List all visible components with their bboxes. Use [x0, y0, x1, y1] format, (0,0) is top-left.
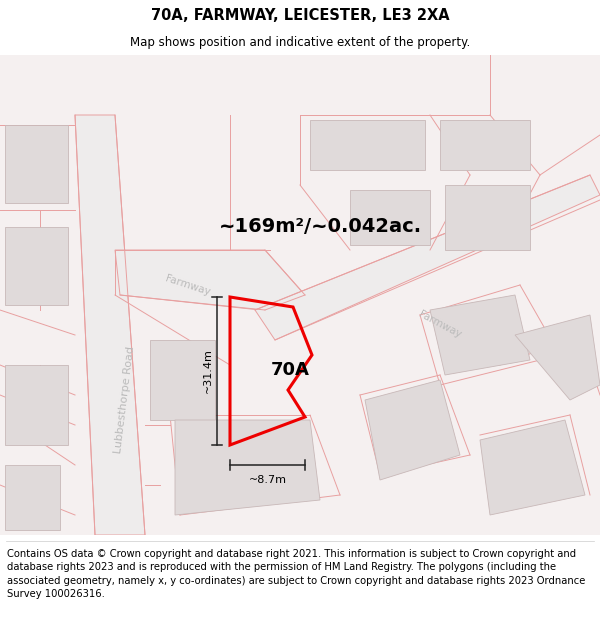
Text: ~169m²/~0.042ac.: ~169m²/~0.042ac.	[218, 217, 422, 236]
Text: 70A, FARMWAY, LEICESTER, LE3 2XA: 70A, FARMWAY, LEICESTER, LE3 2XA	[151, 8, 449, 23]
Polygon shape	[75, 115, 145, 535]
Polygon shape	[150, 340, 215, 420]
Polygon shape	[515, 315, 600, 400]
Polygon shape	[365, 380, 460, 480]
Text: 70A: 70A	[271, 361, 310, 379]
Text: Map shows position and indicative extent of the property.: Map shows position and indicative extent…	[130, 36, 470, 49]
Polygon shape	[5, 227, 68, 305]
Text: Contains OS data © Crown copyright and database right 2021. This information is : Contains OS data © Crown copyright and d…	[7, 549, 586, 599]
Polygon shape	[115, 250, 305, 310]
Polygon shape	[175, 420, 320, 515]
Polygon shape	[310, 120, 425, 170]
Text: ~31.4m: ~31.4m	[203, 349, 213, 394]
Polygon shape	[350, 190, 430, 245]
Polygon shape	[255, 175, 600, 340]
Polygon shape	[430, 295, 530, 375]
Polygon shape	[5, 125, 68, 203]
Polygon shape	[480, 420, 585, 515]
Text: Farmway: Farmway	[164, 273, 212, 297]
Polygon shape	[445, 185, 530, 250]
Text: Lubbesthorpe Road: Lubbesthorpe Road	[113, 346, 137, 454]
Text: Farmway: Farmway	[417, 309, 463, 341]
Polygon shape	[440, 120, 530, 170]
Polygon shape	[0, 55, 600, 535]
Text: ~8.7m: ~8.7m	[248, 475, 287, 485]
Polygon shape	[5, 465, 60, 530]
Polygon shape	[5, 365, 68, 445]
